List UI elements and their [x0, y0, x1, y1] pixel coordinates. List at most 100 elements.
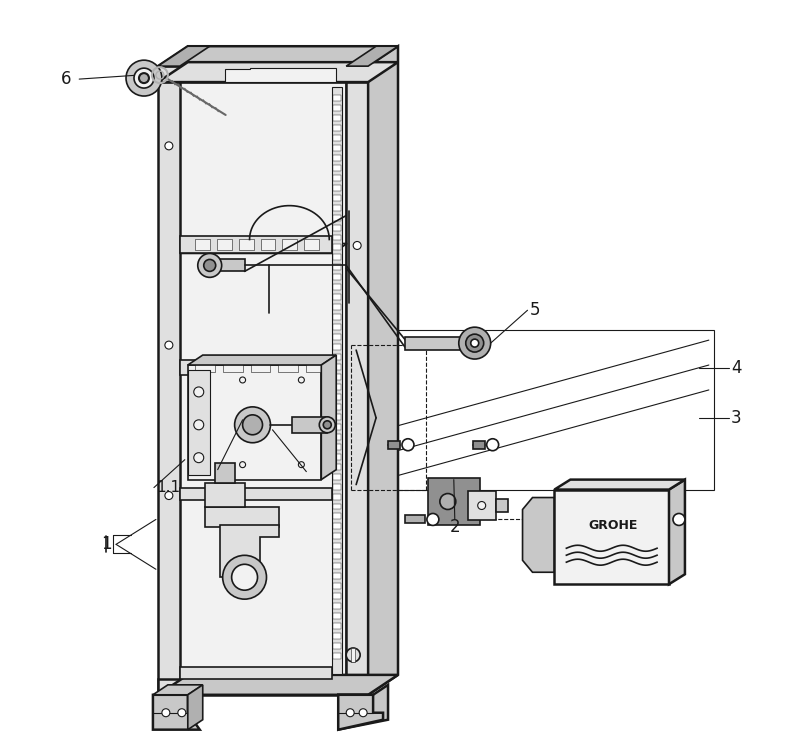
Bar — [334, 155, 342, 161]
Bar — [334, 204, 342, 210]
Circle shape — [204, 260, 216, 272]
Text: 6: 6 — [61, 70, 71, 88]
Polygon shape — [405, 515, 425, 524]
Circle shape — [165, 142, 173, 150]
Polygon shape — [496, 498, 507, 513]
Polygon shape — [322, 355, 336, 480]
Circle shape — [232, 564, 258, 590]
Polygon shape — [405, 337, 460, 350]
Polygon shape — [188, 365, 322, 480]
Polygon shape — [190, 68, 336, 82]
Bar — [334, 195, 342, 201]
Text: 1: 1 — [101, 536, 111, 554]
Polygon shape — [153, 685, 202, 695]
Bar — [334, 125, 342, 131]
Polygon shape — [368, 46, 398, 695]
Bar — [334, 524, 342, 530]
Bar — [334, 563, 342, 569]
Polygon shape — [200, 260, 245, 272]
Bar — [334, 613, 342, 619]
Polygon shape — [158, 679, 368, 695]
Bar — [334, 384, 342, 390]
Polygon shape — [554, 489, 669, 584]
Bar — [334, 254, 342, 260]
Polygon shape — [158, 46, 398, 66]
Polygon shape — [205, 483, 245, 507]
Polygon shape — [261, 239, 275, 251]
Polygon shape — [188, 685, 202, 730]
Circle shape — [165, 492, 173, 500]
Polygon shape — [194, 363, 214, 372]
Polygon shape — [180, 360, 332, 375]
Bar — [334, 264, 342, 270]
Circle shape — [194, 420, 204, 430]
Circle shape — [165, 341, 173, 349]
Circle shape — [673, 513, 685, 525]
Circle shape — [139, 73, 149, 83]
Bar — [334, 474, 342, 480]
Bar — [334, 364, 342, 370]
Circle shape — [242, 415, 262, 435]
Bar — [334, 115, 342, 121]
Polygon shape — [338, 695, 383, 730]
Bar — [334, 543, 342, 549]
Circle shape — [239, 462, 246, 468]
Circle shape — [319, 417, 335, 433]
Bar — [334, 533, 342, 539]
Polygon shape — [158, 62, 398, 82]
Bar — [334, 643, 342, 649]
Circle shape — [178, 709, 186, 717]
Polygon shape — [250, 363, 270, 372]
Polygon shape — [158, 66, 368, 82]
Circle shape — [427, 513, 439, 525]
Polygon shape — [222, 363, 242, 372]
Circle shape — [440, 494, 456, 510]
Polygon shape — [180, 488, 332, 500]
Circle shape — [323, 421, 331, 429]
Circle shape — [234, 407, 270, 442]
Circle shape — [298, 377, 304, 383]
Circle shape — [198, 254, 222, 278]
Bar — [334, 603, 342, 609]
Text: 4: 4 — [730, 359, 742, 377]
Bar — [334, 344, 342, 350]
Bar — [334, 374, 342, 380]
Circle shape — [298, 462, 304, 468]
Polygon shape — [180, 62, 376, 82]
Polygon shape — [468, 491, 496, 521]
Polygon shape — [388, 441, 400, 448]
Polygon shape — [651, 515, 671, 524]
Circle shape — [486, 439, 498, 451]
Polygon shape — [304, 239, 319, 251]
Polygon shape — [346, 46, 398, 66]
Bar — [334, 175, 342, 181]
Polygon shape — [473, 441, 485, 448]
Polygon shape — [180, 236, 332, 254]
Polygon shape — [338, 685, 388, 730]
Polygon shape — [306, 363, 326, 372]
Polygon shape — [669, 480, 685, 584]
Polygon shape — [428, 477, 480, 525]
Bar — [334, 404, 342, 410]
Bar — [334, 554, 342, 560]
Bar — [334, 215, 342, 221]
Bar — [334, 623, 342, 629]
Bar — [334, 145, 342, 151]
Bar — [334, 633, 342, 639]
Circle shape — [466, 334, 484, 352]
Circle shape — [162, 709, 170, 717]
Bar — [334, 504, 342, 510]
Polygon shape — [346, 46, 376, 695]
Polygon shape — [332, 87, 342, 674]
Bar — [334, 135, 342, 141]
Bar — [334, 414, 342, 420]
Polygon shape — [153, 695, 200, 730]
Circle shape — [458, 327, 490, 359]
Polygon shape — [282, 239, 298, 251]
Circle shape — [239, 377, 246, 383]
Circle shape — [478, 501, 486, 510]
Bar — [334, 314, 342, 320]
Polygon shape — [180, 82, 346, 679]
Bar — [334, 573, 342, 579]
Circle shape — [470, 339, 478, 347]
